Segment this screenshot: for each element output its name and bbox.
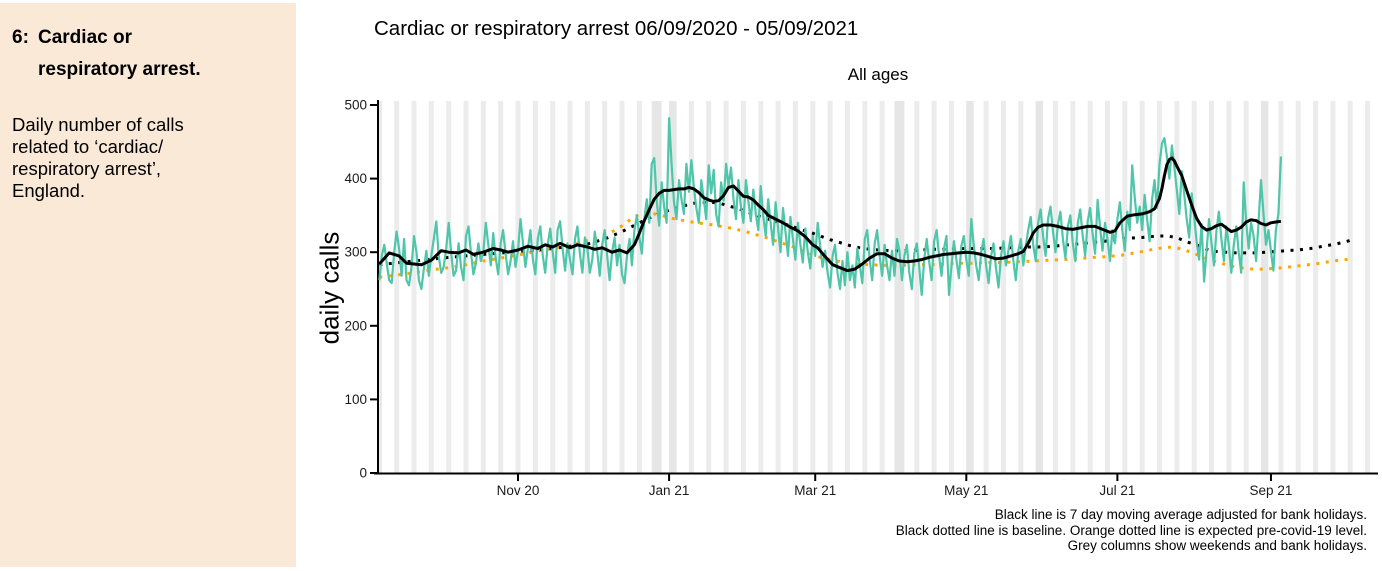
weekend-band [1330, 101, 1336, 473]
weekend-band [775, 101, 781, 473]
weekend-band [446, 101, 452, 473]
weekend-band [1226, 101, 1232, 473]
weekend-band [584, 101, 590, 473]
weekend-band [498, 101, 504, 473]
holiday-band [894, 101, 905, 473]
weekend-band [567, 101, 573, 473]
weekend-band [983, 101, 989, 473]
x-tick-label: Nov 20 [497, 483, 540, 498]
footnote-line-3: Grey columns show weekends and bank holi… [1067, 538, 1367, 553]
weekend-band [879, 101, 885, 473]
weekend-band [1122, 101, 1128, 473]
weekend-band [1365, 101, 1371, 473]
weekend-band [1001, 101, 1006, 473]
weekend-band [619, 101, 625, 473]
sidebar-panel: 6: Cardiac or respiratory arrest. Daily … [0, 3, 296, 567]
weekend-band [1295, 101, 1301, 473]
holiday-band [669, 101, 677, 473]
x-tick-label: Sep 21 [1250, 483, 1293, 498]
holiday-band [379, 101, 382, 473]
figure-heading-text: Cardiac or respiratory arrest. [38, 27, 201, 81]
weekend-band [636, 101, 642, 473]
weekend-band [931, 101, 937, 473]
chart-title: Cardiac or respiratory arrest 06/09/2020… [374, 17, 859, 40]
weekend-band [1243, 101, 1249, 473]
x-tick-label: Jan 21 [649, 483, 690, 498]
y-tick-label: 0 [359, 466, 367, 481]
y-tick-label: 100 [344, 392, 367, 407]
weekend-band [1070, 101, 1076, 473]
weekend-band [1018, 101, 1024, 473]
weekend-band [810, 101, 816, 473]
weekend-band [740, 101, 746, 473]
weekend-band [550, 101, 556, 473]
weekend-band [1139, 101, 1145, 473]
x-tick-label: Jul 21 [1099, 483, 1135, 498]
weekend-band [723, 101, 729, 473]
weekend-band [862, 101, 868, 473]
weekend-band [480, 101, 486, 473]
weekend-band [1313, 101, 1319, 473]
weekend-band [706, 101, 712, 473]
x-tick-label: May 21 [944, 483, 988, 498]
holiday-band [651, 101, 662, 473]
weekend-band [1157, 101, 1162, 473]
footnote-line-2: Black dotted line is baseline. Orange do… [895, 522, 1367, 538]
holiday-band [966, 101, 974, 473]
chart-subtitle: All ages [847, 65, 909, 84]
weekend-band [1191, 101, 1197, 473]
weekend-band [914, 101, 920, 473]
figure-number: 6: [12, 27, 29, 48]
weekend-band [1209, 101, 1214, 473]
weekend-band [1087, 101, 1093, 473]
y-tick-label: 300 [344, 245, 367, 260]
weekend-band [411, 101, 417, 473]
weekend-band [1347, 101, 1353, 473]
weekend-band [602, 101, 608, 473]
footnote-line-1: Black line is 7 day moving average adjus… [994, 507, 1367, 522]
weekend-band [428, 101, 434, 473]
weekend-band [949, 101, 954, 473]
weekend-band [758, 101, 764, 473]
y-tick-label: 200 [344, 318, 367, 333]
weekend-band [1105, 101, 1110, 473]
weekend-band [1278, 101, 1284, 473]
holiday-band [1261, 101, 1269, 473]
weekend-band [844, 101, 850, 473]
figure-heading: 6: Cardiac or respiratory arrest. [12, 22, 284, 87]
chart-footnotes: Black line is 7 day moving average adjus… [896, 507, 1367, 554]
weekend-band [1053, 101, 1058, 473]
weekend-band [463, 101, 469, 473]
weekend-band [688, 101, 694, 473]
x-tick-label: Mar 21 [794, 483, 836, 498]
weekend-band [792, 101, 798, 473]
y-tick-label: 500 [344, 98, 367, 113]
holiday-band [1035, 101, 1044, 473]
avg-line [378, 156, 1282, 273]
daily-line [378, 117, 1282, 296]
weekend-band [515, 101, 521, 473]
y-tick-label: 400 [344, 171, 367, 186]
weekend-band [1174, 101, 1180, 473]
figure-description: Daily number of calls related to ‘cardia… [12, 113, 184, 201]
weekend-band [394, 101, 400, 473]
weekend-band [532, 101, 538, 473]
